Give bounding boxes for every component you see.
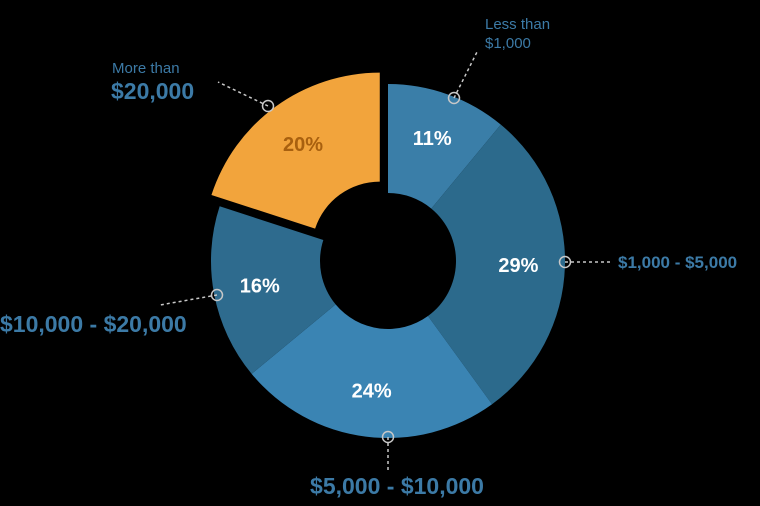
callout-line-lt1000 (453, 49, 479, 99)
callout-marker-10000-20000 (210, 288, 224, 302)
slice-10000-20000 (211, 206, 336, 374)
callout-marker-5000-10000 (381, 430, 395, 444)
callout-marker-lt1000 (447, 91, 461, 105)
label-lt1000-line1: Less than (485, 16, 550, 33)
label-lt1000-line2: $1,000 (485, 35, 531, 52)
label-10000-20000: $10,000 - $20,000 (0, 311, 187, 337)
label-gt20000-line2: $20,000 (111, 78, 194, 104)
label-5000-10000: $5,000 - $10,000 (310, 473, 484, 499)
percent-labels-group: 11% 29% 24% 16% 20% (240, 128, 539, 402)
label-1000-5000: $1,000 - $5,000 (618, 253, 737, 272)
label-gt20000-line1: More than (112, 60, 180, 77)
slice-lt1000 (388, 84, 501, 209)
callout-marker-gt20000 (261, 99, 275, 113)
percent-label-1000-5000: 29% (498, 255, 538, 277)
slice-1000-5000 (427, 124, 565, 405)
callout-line-10000-20000 (159, 294, 218, 306)
percent-label-5000-10000: 24% (352, 380, 392, 402)
slice-5000-10000 (251, 304, 493, 439)
slices-group (211, 72, 565, 439)
callouts (159, 49, 612, 470)
percent-label-lt1000: 11% (413, 128, 452, 150)
slice-gt20000 (211, 72, 380, 229)
callout-line-gt20000 (217, 81, 269, 107)
percent-label-10000-20000: 16% (240, 275, 280, 297)
percent-label-gt20000: 20% (283, 134, 323, 156)
callout-marker-1000-5000 (558, 255, 572, 269)
